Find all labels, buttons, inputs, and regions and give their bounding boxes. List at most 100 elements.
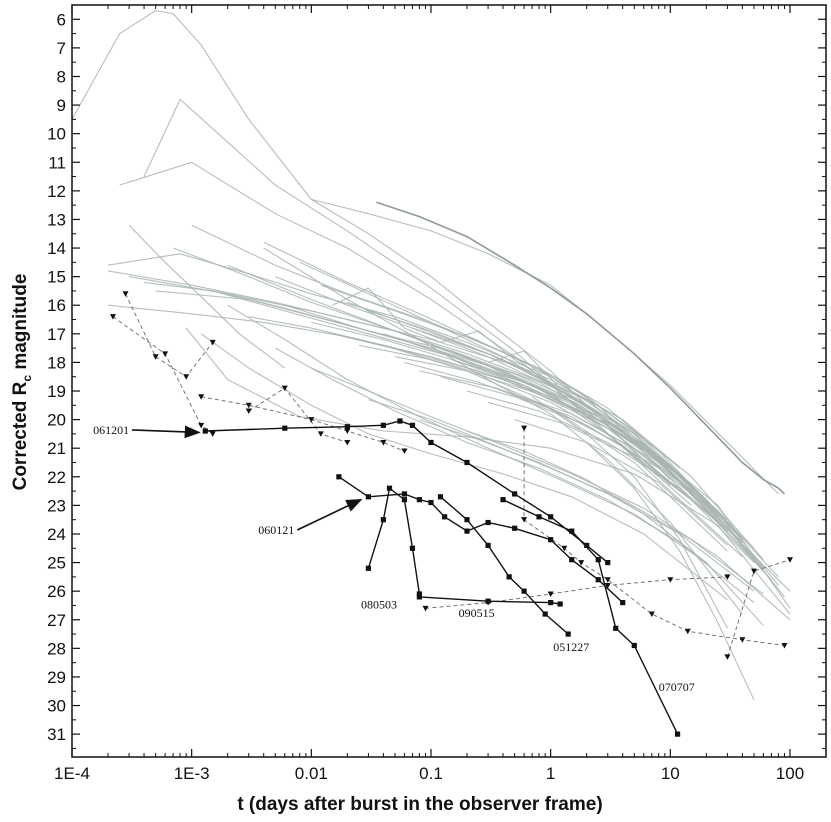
upper-limit-marker [401, 448, 408, 455]
grb-label-060121: 060121 [258, 523, 294, 537]
grb-point-061201 [512, 491, 518, 497]
grb-point-051227 [464, 517, 470, 523]
upper-limit-marker [547, 591, 554, 598]
grb-point-070707 [595, 557, 601, 563]
upper-limit-marker [344, 428, 351, 435]
background-lightcurve-21 [358, 344, 719, 515]
highlighted-grb-curves [202, 418, 681, 737]
x-tick-label: 1E-4 [54, 764, 90, 783]
grb-point-051227 [565, 631, 571, 637]
background-lightcurves [72, 10, 791, 701]
y-tick-label: 20 [47, 411, 66, 430]
background-lightcurve-0 [72, 10, 671, 486]
grb-point-070707 [613, 625, 619, 631]
y-tick-label: 27 [47, 611, 66, 630]
y-tick-label: 17 [47, 325, 66, 344]
upper-limit-marker [281, 385, 288, 392]
background-lightcurve-24 [394, 356, 755, 549]
grb-curve-090515 [419, 596, 561, 605]
background-lightcurve-10 [212, 290, 755, 561]
grb-point-051227 [506, 574, 512, 580]
grb-point-060121 [416, 497, 422, 503]
y-tick-label: 11 [48, 153, 66, 172]
grb-point-060121 [442, 514, 448, 520]
upper-limit-marker [521, 517, 528, 523]
background-lightcurve-42 [311, 367, 791, 621]
upper-limit-series [109, 291, 793, 660]
grb-point-061201 [344, 424, 350, 430]
y-tick-label: 6 [57, 10, 66, 29]
upper-limit-marker [648, 611, 655, 618]
background-lightcurve-35 [514, 419, 728, 546]
upper-limit-marker [317, 431, 324, 437]
grb-point-080503 [380, 517, 386, 523]
background-lightcurve-7 [155, 290, 728, 521]
background-lightcurve-8 [172, 247, 719, 523]
grb-point-060121 [401, 491, 408, 497]
y-tick-label: 12 [47, 182, 66, 201]
y-tick-label: 14 [47, 239, 66, 258]
y-axis-title-subscript: c [20, 375, 34, 382]
grb-point-080503 [386, 485, 393, 491]
grb-point-061201 [397, 418, 403, 424]
background-lightcurve-1 [311, 198, 779, 495]
triangle-series-line-0 [112, 316, 213, 435]
background-lightcurve-31 [466, 390, 755, 563]
background-lightcurve-18 [320, 284, 681, 469]
grb-curve-080503 [367, 486, 421, 595]
background-lightcurve-41 [275, 347, 755, 604]
grb-point-051227 [485, 542, 491, 549]
grb-point-080503 [409, 545, 416, 551]
y-tick-label: 7 [57, 39, 66, 58]
upper-limit-marker [561, 545, 568, 552]
y-axis-title-main: Corrected R [10, 381, 31, 490]
upper-limit-marker [380, 439, 387, 446]
grb-point-051227 [521, 588, 527, 594]
grb-point-060121 [428, 499, 434, 506]
upper-limit-marker [604, 577, 611, 583]
upper-limit-marker [198, 422, 205, 429]
grb-label-090515: 090515 [459, 606, 495, 620]
y-tick-label: 22 [47, 468, 66, 487]
grb-label-051227: 051227 [553, 640, 589, 654]
background-lightcurve-46 [263, 247, 743, 615]
grb-point-060121 [365, 494, 372, 500]
grb-curve-061201 [205, 420, 609, 564]
grb-point-060121 [595, 577, 601, 583]
grb-point-080503 [416, 591, 422, 597]
grb-point-080503 [365, 565, 372, 571]
grb-arrow-061201 [132, 425, 201, 439]
x-tick-label: 0.1 [419, 764, 443, 783]
grb-point-061201 [380, 422, 386, 428]
plot-frame [71, 4, 827, 758]
background-lightcurve-44 [419, 419, 755, 592]
x-tick-label: 1E-3 [174, 764, 210, 783]
grb-point-061201 [464, 459, 470, 466]
upper-limit-marker [109, 314, 116, 320]
grb-point-061201 [584, 542, 590, 549]
grb-point-060121 [512, 525, 518, 531]
upper-limit-marker [209, 339, 216, 346]
upper-limit-marker [308, 417, 315, 423]
y-tick-label: 18 [47, 353, 66, 372]
grb-point-090515 [416, 594, 422, 600]
background-lightcurve-25 [404, 361, 692, 501]
upper-limit-marker [786, 557, 793, 563]
grb-point-061201 [605, 559, 611, 566]
grb-point-070707 [674, 731, 681, 737]
grb-point-061201 [202, 428, 208, 434]
background-lightcurve-48 [586, 442, 755, 701]
background-lightcurve-49 [128, 224, 286, 369]
background-lightcurve-26 [412, 327, 785, 598]
upper-limit-marker [521, 425, 528, 432]
background-lightcurve-38 [185, 327, 791, 615]
upper-limit-marker [183, 374, 190, 380]
grb-arrow-060121 [296, 498, 363, 531]
upper-limit-marker [344, 439, 351, 446]
y-tick-label: 29 [47, 668, 66, 687]
grb-point-061201 [548, 514, 554, 520]
upper-limit-marker [122, 291, 129, 297]
grb-point-060121 [548, 537, 554, 543]
grb-point-070707 [536, 514, 542, 520]
grb-point-070707 [500, 497, 506, 503]
